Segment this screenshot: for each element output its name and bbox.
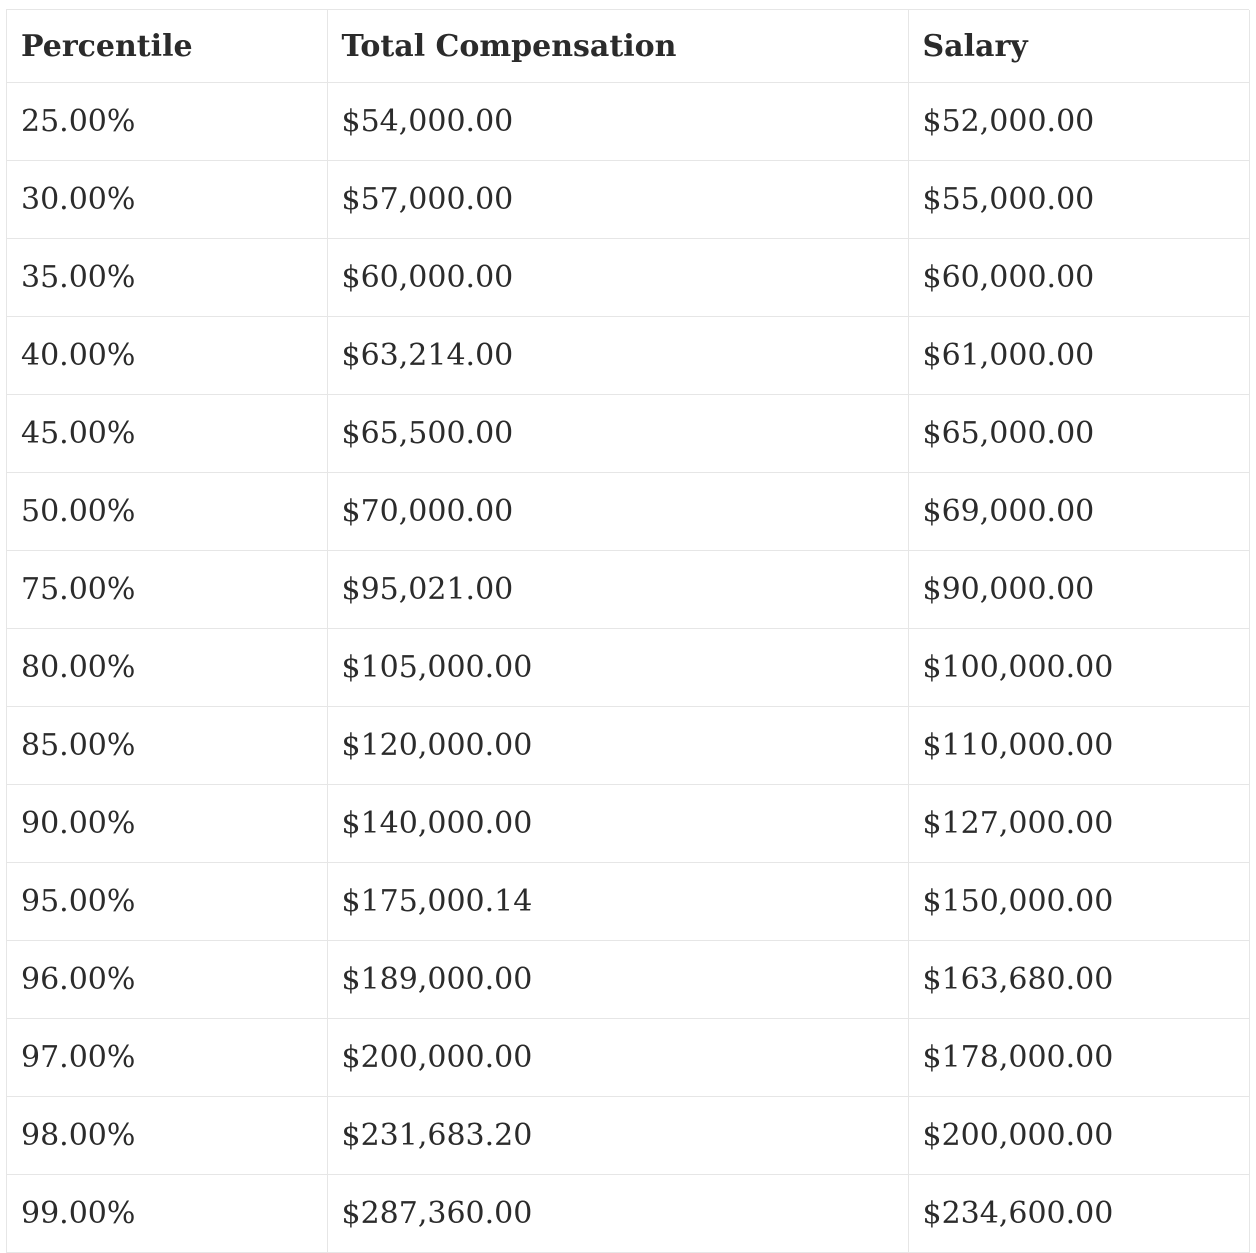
cell-salary: $55,000.00 <box>908 160 1250 239</box>
cell-total-compensation: $105,000.00 <box>327 628 909 707</box>
cell-percentile: 75.00% <box>7 550 328 629</box>
cell-percentile: 80.00% <box>7 628 328 707</box>
table-row: 40.00% $63,214.00 $61,000.00 <box>7 316 1250 395</box>
table-row: 98.00% $231,683.20 $200,000.00 <box>7 1096 1250 1175</box>
table-row: 96.00% $189,000.00 $163,680.00 <box>7 940 1250 1019</box>
cell-percentile: 98.00% <box>7 1096 328 1175</box>
cell-total-compensation: $175,000.14 <box>327 862 909 941</box>
cell-salary: $69,000.00 <box>908 472 1250 551</box>
cell-salary: $100,000.00 <box>908 628 1250 707</box>
header-row: Percentile Total Compensation Salary <box>7 10 1250 83</box>
cell-total-compensation: $57,000.00 <box>327 160 909 239</box>
cell-salary: $127,000.00 <box>908 784 1250 863</box>
cell-percentile: 96.00% <box>7 940 328 1019</box>
cell-salary: $90,000.00 <box>908 550 1250 629</box>
table-row: 75.00% $95,021.00 $90,000.00 <box>7 550 1250 629</box>
cell-total-compensation: $54,000.00 <box>327 82 909 161</box>
cell-salary: $65,000.00 <box>908 394 1250 473</box>
header-salary: Salary <box>908 10 1250 83</box>
cell-percentile: 35.00% <box>7 238 328 317</box>
table-row: 25.00% $54,000.00 $52,000.00 <box>7 82 1250 161</box>
cell-total-compensation: $70,000.00 <box>327 472 909 551</box>
cell-percentile: 30.00% <box>7 160 328 239</box>
table-row: 99.00% $287,360.00 $234,600.00 <box>7 1174 1250 1253</box>
cell-total-compensation: $120,000.00 <box>327 706 909 785</box>
table-row: 50.00% $70,000.00 $69,000.00 <box>7 472 1250 551</box>
table-header: Percentile Total Compensation Salary <box>7 10 1250 83</box>
cell-percentile: 97.00% <box>7 1018 328 1097</box>
cell-salary: $110,000.00 <box>908 706 1250 785</box>
compensation-table: Percentile Total Compensation Salary 25.… <box>7 10 1250 1253</box>
cell-salary: $150,000.00 <box>908 862 1250 941</box>
table-row: 80.00% $105,000.00 $100,000.00 <box>7 628 1250 707</box>
cell-percentile: 50.00% <box>7 472 328 551</box>
cell-percentile: 45.00% <box>7 394 328 473</box>
cell-salary: $61,000.00 <box>908 316 1250 395</box>
table-row: 30.00% $57,000.00 $55,000.00 <box>7 160 1250 239</box>
cell-total-compensation: $63,214.00 <box>327 316 909 395</box>
cell-salary: $60,000.00 <box>908 238 1250 317</box>
cell-percentile: 99.00% <box>7 1174 328 1253</box>
cell-salary: $234,600.00 <box>908 1174 1250 1253</box>
cell-total-compensation: $189,000.00 <box>327 940 909 1019</box>
table-row: 85.00% $120,000.00 $110,000.00 <box>7 706 1250 785</box>
table-row: 90.00% $140,000.00 $127,000.00 <box>7 784 1250 863</box>
table-row: 35.00% $60,000.00 $60,000.00 <box>7 238 1250 317</box>
header-total-compensation: Total Compensation <box>327 10 909 83</box>
table-body: 25.00% $54,000.00 $52,000.00 30.00% $57,… <box>7 82 1250 1253</box>
header-percentile: Percentile <box>7 10 328 83</box>
table-row: 97.00% $200,000.00 $178,000.00 <box>7 1018 1250 1097</box>
cell-salary: $178,000.00 <box>908 1018 1250 1097</box>
cell-percentile: 95.00% <box>7 862 328 941</box>
table-row: 45.00% $65,500.00 $65,000.00 <box>7 394 1250 473</box>
cell-salary: $52,000.00 <box>908 82 1250 161</box>
cell-percentile: 25.00% <box>7 82 328 161</box>
cell-total-compensation: $231,683.20 <box>327 1096 909 1175</box>
cell-total-compensation: $95,021.00 <box>327 550 909 629</box>
cell-total-compensation: $65,500.00 <box>327 394 909 473</box>
cell-percentile: 40.00% <box>7 316 328 395</box>
cell-total-compensation: $140,000.00 <box>327 784 909 863</box>
cell-salary: $200,000.00 <box>908 1096 1250 1175</box>
cell-total-compensation: $287,360.00 <box>327 1174 909 1253</box>
cell-total-compensation: $200,000.00 <box>327 1018 909 1097</box>
cell-percentile: 90.00% <box>7 784 328 863</box>
cell-total-compensation: $60,000.00 <box>327 238 909 317</box>
cell-percentile: 85.00% <box>7 706 328 785</box>
cell-salary: $163,680.00 <box>908 940 1250 1019</box>
table-row: 95.00% $175,000.14 $150,000.00 <box>7 862 1250 941</box>
compensation-table-container: Percentile Total Compensation Salary 25.… <box>6 9 1250 1253</box>
